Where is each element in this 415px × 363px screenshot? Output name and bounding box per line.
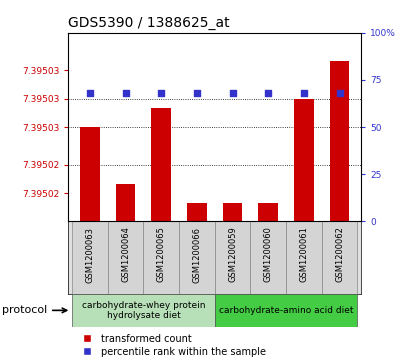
Bar bbox=[330, 61, 349, 221]
Text: GDS5390 / 1388625_at: GDS5390 / 1388625_at bbox=[68, 16, 230, 30]
Point bbox=[300, 90, 307, 96]
Bar bbox=[286, 221, 322, 294]
Point bbox=[229, 90, 236, 96]
Bar bbox=[179, 221, 215, 294]
Bar bbox=[72, 221, 108, 294]
Text: GSM1200066: GSM1200066 bbox=[193, 227, 201, 282]
Text: GSM1200062: GSM1200062 bbox=[335, 227, 344, 282]
Bar bbox=[151, 108, 171, 221]
Bar bbox=[223, 203, 242, 221]
Bar bbox=[80, 127, 100, 221]
Point bbox=[122, 90, 129, 96]
Bar bbox=[294, 99, 314, 221]
Point bbox=[87, 90, 93, 96]
Point bbox=[336, 90, 343, 96]
Bar bbox=[250, 221, 286, 294]
Text: carbohydrate-whey protein
hydrolysate diet: carbohydrate-whey protein hydrolysate di… bbox=[82, 301, 205, 320]
Text: GSM1200065: GSM1200065 bbox=[157, 227, 166, 282]
Text: carbohydrate-amino acid diet: carbohydrate-amino acid diet bbox=[219, 306, 353, 315]
Text: GSM1200064: GSM1200064 bbox=[121, 227, 130, 282]
Point bbox=[265, 90, 271, 96]
Text: GSM1200060: GSM1200060 bbox=[264, 227, 273, 282]
Bar bbox=[72, 294, 215, 327]
Legend: transformed count, percentile rank within the sample: transformed count, percentile rank withi… bbox=[73, 330, 269, 360]
Bar bbox=[108, 221, 144, 294]
Text: GSM1200059: GSM1200059 bbox=[228, 227, 237, 282]
Bar bbox=[187, 203, 207, 221]
Point bbox=[194, 90, 200, 96]
Text: GSM1200063: GSM1200063 bbox=[85, 227, 94, 282]
Text: protocol: protocol bbox=[2, 305, 67, 315]
Bar bbox=[116, 184, 135, 221]
Point bbox=[158, 90, 165, 96]
Bar bbox=[215, 221, 250, 294]
Bar bbox=[322, 221, 357, 294]
Bar bbox=[259, 203, 278, 221]
Bar bbox=[215, 294, 357, 327]
Text: GSM1200061: GSM1200061 bbox=[300, 227, 308, 282]
Bar bbox=[144, 221, 179, 294]
